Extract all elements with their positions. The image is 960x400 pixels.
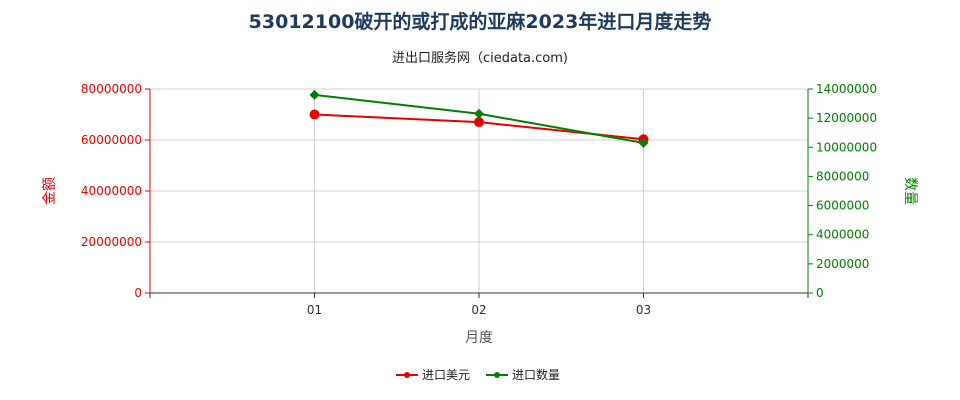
y-right-tick-label: 0: [816, 286, 824, 300]
y-left-tick-label: 0: [134, 286, 142, 300]
legend-label-amount: 进口美元: [422, 368, 470, 382]
y-left-tick-label: 40000000: [81, 184, 142, 198]
y-left-tick-label: 80000000: [81, 82, 142, 96]
data-point-amount: [309, 109, 320, 120]
axes: [145, 88, 813, 298]
tick-labels: 0 20000000 40000000 60000000 80000000 0 200000…: [81, 82, 877, 317]
y-right-tick-label: 10000000: [816, 140, 877, 154]
data-point-quantity: [309, 89, 320, 100]
x-tick-label: 02: [471, 303, 486, 317]
legend-label-quantity: 进口数量: [512, 367, 560, 382]
y-right-tick-label: 14000000: [816, 82, 877, 96]
y-left-tick-label: 20000000: [81, 235, 142, 249]
data-point-quantity: [474, 108, 484, 119]
chart-title: 53012100破开的或打成的亚麻2023年进口月度走势: [249, 10, 712, 33]
data-point-quantity: [638, 137, 649, 148]
legend: 进口美元 进口数量: [396, 367, 560, 382]
series-layer: [309, 89, 649, 148]
y-left-tick-label: 60000000: [81, 133, 142, 147]
legend-item-quantity[interactable]: 进口数量: [486, 367, 560, 382]
y-right-tick-label: 2000000: [816, 257, 869, 271]
x-tick-label: 03: [636, 303, 651, 317]
y-right-tick-label: 4000000: [816, 228, 869, 242]
data-point-amount: [474, 117, 484, 128]
x-tick-label: 01: [307, 303, 322, 317]
y-axis-left-title: 金额: [42, 177, 58, 205]
y-right-tick-label: 8000000: [816, 169, 869, 183]
legend-marker-amount: [404, 372, 410, 378]
y-right-tick-label: 12000000: [816, 111, 877, 125]
y-right-tick-label: 6000000: [816, 199, 869, 213]
legend-item-amount[interactable]: 进口美元: [396, 368, 470, 382]
x-axis-title: 月度: [465, 330, 493, 346]
y-axis-right-title: 数量: [902, 177, 918, 205]
legend-marker-quantity: [494, 372, 500, 378]
chart-subtitle: 进出口服务网（ciedata.com): [392, 50, 568, 66]
